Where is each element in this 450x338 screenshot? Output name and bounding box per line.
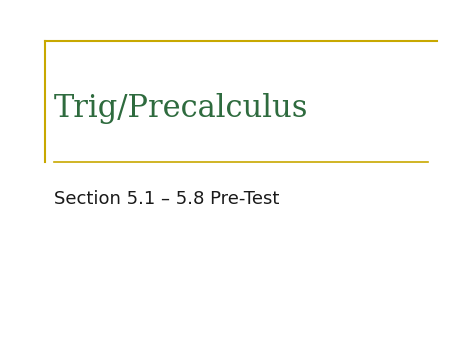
Text: Trig/Precalculus: Trig/Precalculus xyxy=(54,93,309,124)
Text: Section 5.1 – 5.8 Pre-Test: Section 5.1 – 5.8 Pre-Test xyxy=(54,190,279,209)
